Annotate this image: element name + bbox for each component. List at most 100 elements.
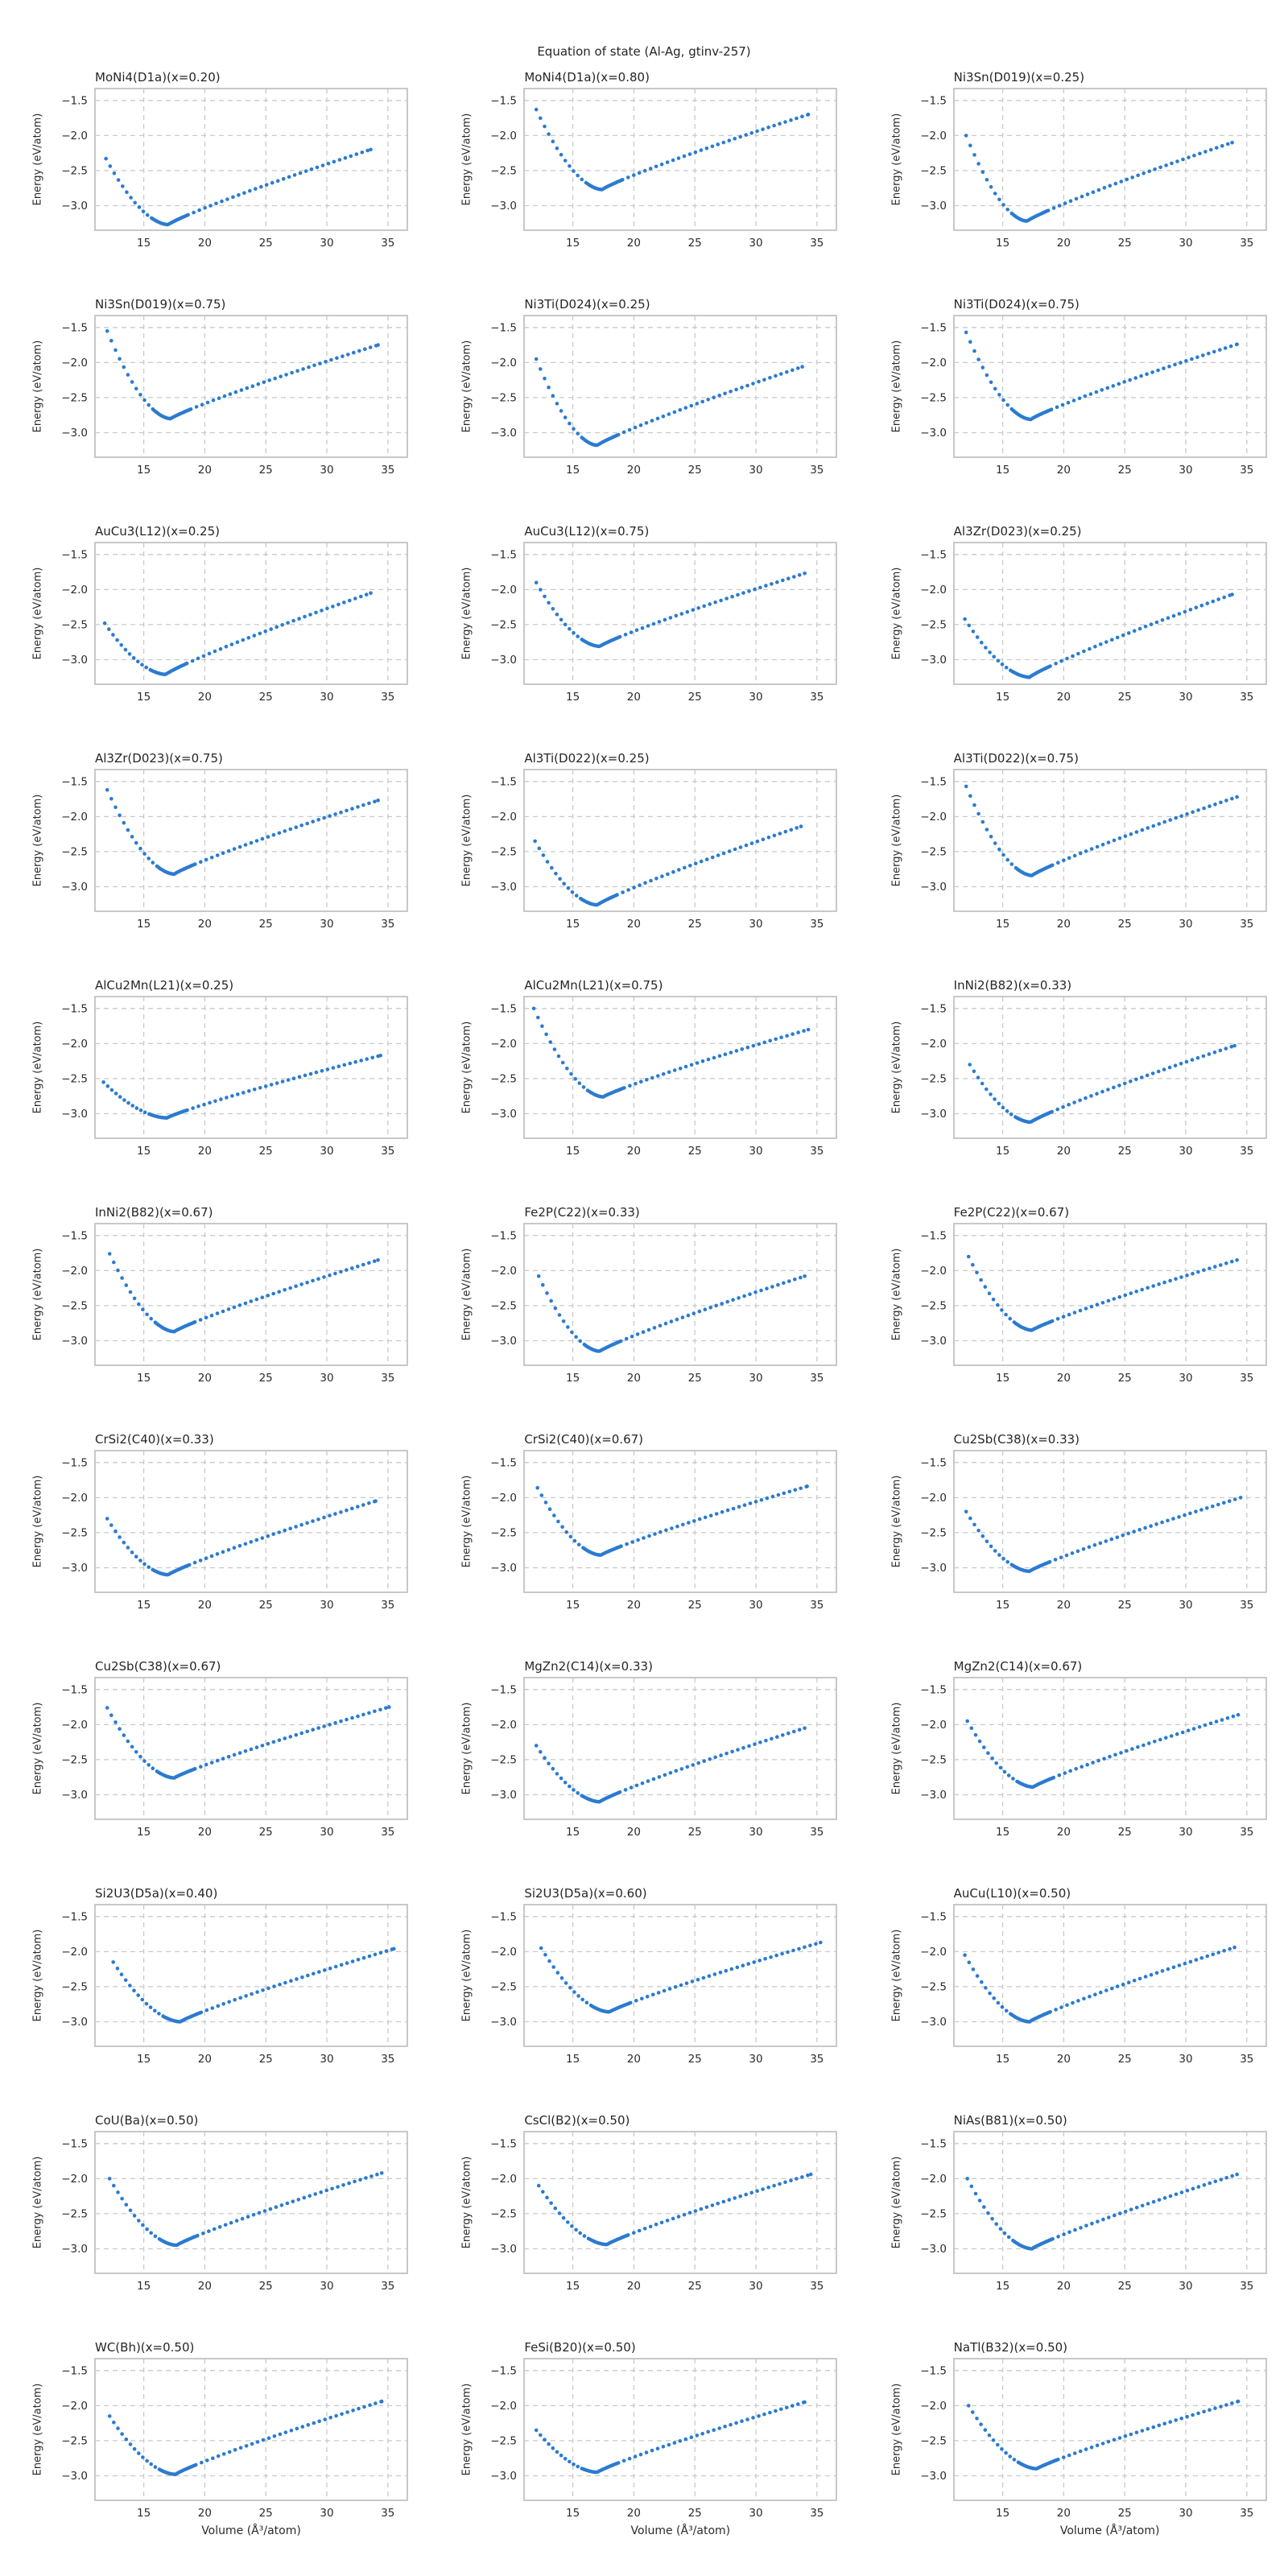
x-axis-label: Volume (Å³/atom) bbox=[201, 2524, 301, 2537]
svg-text:−2.0: −2.0 bbox=[61, 1492, 88, 1505]
svg-text:−1.5: −1.5 bbox=[491, 1910, 518, 1923]
gridlines bbox=[953, 770, 1266, 911]
svg-text:−2.0: −2.0 bbox=[61, 2400, 88, 2413]
y-tick-labels: −1.5 −2.0 −2.5 −3.0 bbox=[61, 1456, 88, 1575]
eos-scatter-plot: −1.5 −2.0 −2.5 −3.0 15 20 25 30 35 bbox=[920, 769, 1267, 931]
svg-text:−3.0: −3.0 bbox=[61, 1562, 88, 1575]
data-points bbox=[965, 1712, 1241, 1790]
svg-text:15: 15 bbox=[137, 918, 151, 931]
y-tick-labels: −1.5 −2.0 −2.5 −3.0 bbox=[920, 1683, 947, 1802]
gridlines bbox=[524, 1905, 837, 2046]
svg-text:35: 35 bbox=[381, 1372, 394, 1385]
axes-frame bbox=[94, 2358, 408, 2501]
svg-text:35: 35 bbox=[381, 2280, 394, 2293]
svg-text:30: 30 bbox=[1179, 464, 1192, 477]
eos-scatter-plot: −1.5 −2.0 −2.5 −3.0 15 20 25 30 35 bbox=[61, 88, 408, 250]
x-tick-labels: 15 20 25 30 35 bbox=[566, 237, 824, 250]
gridlines bbox=[953, 89, 1266, 230]
svg-text:20: 20 bbox=[1056, 1372, 1070, 1385]
svg-text:30: 30 bbox=[320, 237, 333, 250]
svg-text:35: 35 bbox=[381, 918, 394, 931]
svg-text:−2.0: −2.0 bbox=[491, 1719, 518, 1732]
svg-text:−2.5: −2.5 bbox=[920, 1072, 947, 1085]
svg-text:30: 30 bbox=[320, 2280, 333, 2293]
x-tick-labels: 15 20 25 30 35 bbox=[996, 2507, 1253, 2520]
svg-text:−2.5: −2.5 bbox=[61, 845, 88, 858]
axes-frame bbox=[523, 1223, 838, 1366]
svg-text:35: 35 bbox=[811, 1826, 824, 1839]
subplot: AlCu2Mn(L21)(x=0.25) Energy (eV/atom) −1… bbox=[0, 976, 429, 1203]
axes-frame bbox=[952, 315, 1267, 458]
y-tick-labels: −1.5 −2.0 −2.5 −3.0 bbox=[920, 548, 947, 667]
svg-text:−1.5: −1.5 bbox=[920, 548, 947, 561]
x-tick-labels: 15 20 25 30 35 bbox=[137, 237, 394, 250]
svg-text:35: 35 bbox=[1240, 2053, 1253, 2066]
svg-text:−3.0: −3.0 bbox=[491, 881, 518, 894]
svg-text:−2.5: −2.5 bbox=[491, 1072, 518, 1085]
svg-text:35: 35 bbox=[811, 237, 824, 250]
svg-text:30: 30 bbox=[749, 691, 763, 704]
subplot: CrSi2(C40)(x=0.33) Energy (eV/atom) −1.5… bbox=[0, 1430, 429, 1657]
svg-text:20: 20 bbox=[1056, 1145, 1070, 1158]
axes-frame bbox=[94, 1223, 408, 1366]
svg-text:−1.5: −1.5 bbox=[491, 1683, 518, 1696]
y-tick-labels: −1.5 −2.0 −2.5 −3.0 bbox=[491, 1910, 518, 2029]
svg-text:−2.0: −2.0 bbox=[920, 130, 947, 142]
axes-frame bbox=[952, 542, 1267, 685]
subplot: AlCu2Mn(L21)(x=0.75) Energy (eV/atom) −1… bbox=[429, 976, 858, 1203]
svg-text:−3.0: −3.0 bbox=[491, 2470, 518, 2483]
svg-text:−2.5: −2.5 bbox=[920, 2207, 947, 2220]
data-points bbox=[105, 788, 380, 876]
y-tick-labels: −1.5 −2.0 −2.5 −3.0 bbox=[491, 321, 518, 440]
subplot-title: Ni3Ti(D024)(x=0.75) bbox=[953, 297, 1080, 312]
data-points bbox=[101, 1053, 383, 1120]
y-tick-labels: −1.5 −2.0 −2.5 −3.0 bbox=[61, 1910, 88, 2029]
gridlines bbox=[953, 1678, 1266, 1819]
svg-text:25: 25 bbox=[259, 691, 273, 704]
svg-text:−3.0: −3.0 bbox=[61, 2243, 88, 2256]
data-points bbox=[111, 1946, 396, 2024]
y-tick-labels: −1.5 −2.0 −2.5 −3.0 bbox=[920, 2364, 947, 2483]
svg-text:20: 20 bbox=[1056, 2053, 1070, 2066]
y-tick-labels: −1.5 −2.0 −2.5 −3.0 bbox=[491, 1683, 518, 1802]
svg-text:−2.5: −2.5 bbox=[920, 1526, 947, 1539]
svg-text:30: 30 bbox=[1179, 1145, 1192, 1158]
svg-text:30: 30 bbox=[320, 1599, 333, 1612]
subplot: Fe2P(C22)(x=0.33) Energy (eV/atom) −1.5−… bbox=[429, 1203, 858, 1430]
axes-frame bbox=[952, 88, 1267, 231]
svg-text:−1.5: −1.5 bbox=[61, 1229, 88, 1242]
x-tick-labels: 15 20 25 30 35 bbox=[137, 2053, 394, 2066]
x-tick-labels: 15 20 25 30 35 bbox=[996, 464, 1253, 477]
svg-text:35: 35 bbox=[381, 1145, 394, 1158]
subplot-grid: MoNi4(D1a)(x=0.20) Energy (eV/atom) −1.5… bbox=[0, 68, 1288, 2565]
svg-text:−3.0: −3.0 bbox=[61, 1789, 88, 1802]
axes-frame bbox=[952, 2131, 1267, 2274]
x-tick-labels: 15 20 25 30 35 bbox=[996, 2053, 1253, 2066]
gridlines bbox=[524, 543, 837, 684]
data-points bbox=[966, 1254, 1239, 1332]
svg-text:25: 25 bbox=[259, 1145, 273, 1158]
data-points bbox=[535, 107, 811, 192]
svg-text:−2.5: −2.5 bbox=[491, 845, 518, 858]
svg-text:25: 25 bbox=[259, 1372, 273, 1385]
data-points bbox=[966, 2399, 1241, 2471]
gridlines bbox=[524, 1224, 837, 1365]
svg-text:−2.5: −2.5 bbox=[491, 1526, 518, 1539]
svg-text:15: 15 bbox=[996, 2053, 1009, 2066]
svg-text:−3.0: −3.0 bbox=[491, 1789, 518, 1802]
svg-text:20: 20 bbox=[627, 2280, 641, 2293]
axes-frame bbox=[523, 1904, 838, 2047]
y-tick-labels: −1.5 −2.0 −2.5 −3.0 bbox=[920, 1456, 947, 1575]
axes-frame bbox=[94, 315, 408, 458]
subplot: MgZn2(C14)(x=0.33) Energy (eV/atom) −1.5… bbox=[429, 1657, 858, 1884]
gridlines bbox=[95, 1905, 407, 2046]
gridlines bbox=[95, 1224, 407, 1365]
subplot: CsCl(B2)(x=0.50) Energy (eV/atom) −1.5 −2… bbox=[429, 2111, 858, 2338]
svg-text:−2.5: −2.5 bbox=[920, 845, 947, 858]
data-points bbox=[962, 592, 1234, 679]
svg-text:30: 30 bbox=[749, 2280, 763, 2293]
data-points bbox=[107, 2171, 384, 2248]
x-tick-labels: 15 20 25 30 35 bbox=[996, 1599, 1253, 1612]
svg-text:−2.0: −2.0 bbox=[920, 1492, 947, 1505]
